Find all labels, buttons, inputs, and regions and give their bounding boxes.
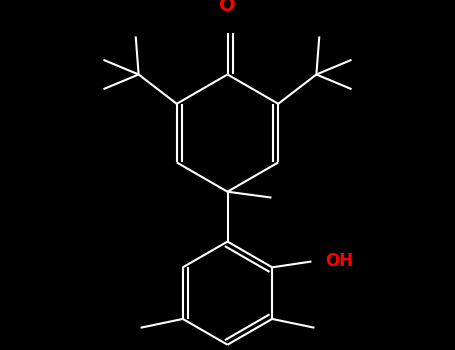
Text: OH: OH <box>325 252 353 271</box>
Text: O: O <box>219 0 236 15</box>
